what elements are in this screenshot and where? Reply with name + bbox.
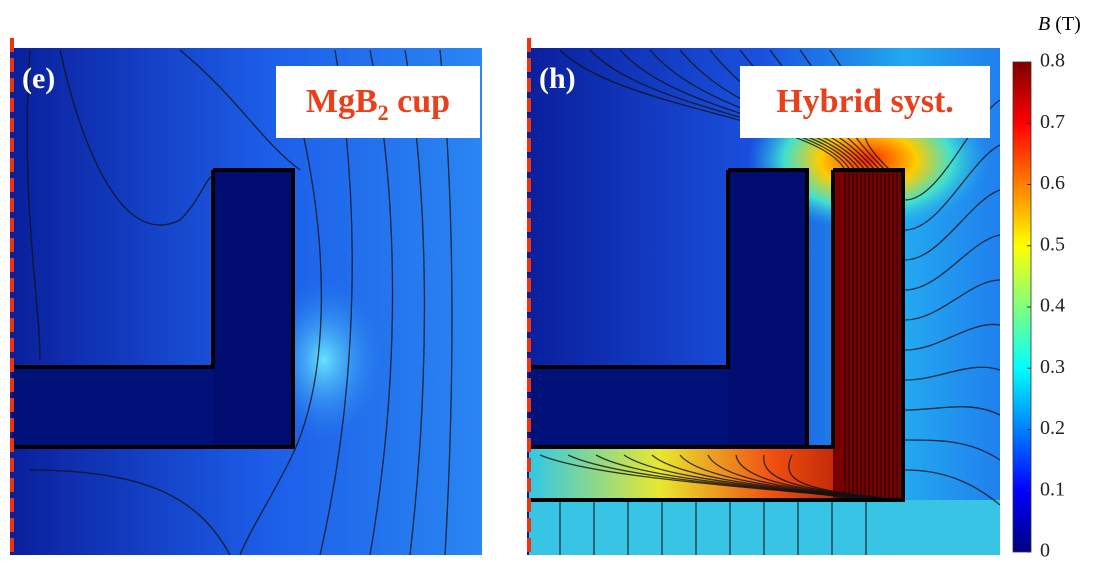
panel-label: (h) [539,62,576,95]
panel-e: (e) MgB2 cup [10,38,482,555]
colorbar-symbol: B [1038,13,1050,35]
cup-interior [529,367,728,447]
colorbar-tick-label: 0.6 [1040,172,1065,194]
panel-label: (e) [22,62,55,95]
colorbar: B (T) 0 0.1 0.2 0.3 0.4 0.5 0.6 0.7 0.8 [1013,13,1081,562]
title-subscript: 2 [378,100,389,125]
colorbar-label: B (T) [1038,13,1081,35]
title-text: cup [389,83,450,120]
figure: (e) MgB2 cup (h) Hybrid syst. B (T) 0 0.1… [0,0,1094,564]
colorbar-tick-label: 0.2 [1040,417,1065,439]
field-glow [150,120,450,520]
colorbar-tick-label: 0.5 [1040,233,1065,255]
panel-title: Hybrid syst. [776,83,954,120]
colorbar-tick-label: 0.7 [1040,111,1065,133]
colorbar-tick-label: 0.3 [1040,356,1065,378]
colorbar-tick-label: 0.4 [1040,295,1065,317]
colorbar-tick-label: 0 [1040,540,1050,562]
panel-h: (h) Hybrid syst. [527,38,1000,555]
cup-interior [12,367,213,447]
colorbar-tick-label: 0.8 [1040,50,1065,72]
title-text: MgB [306,83,378,120]
colorbar-unit: (T) [1050,13,1081,35]
colorbar-tick-label: 0.1 [1040,478,1065,500]
